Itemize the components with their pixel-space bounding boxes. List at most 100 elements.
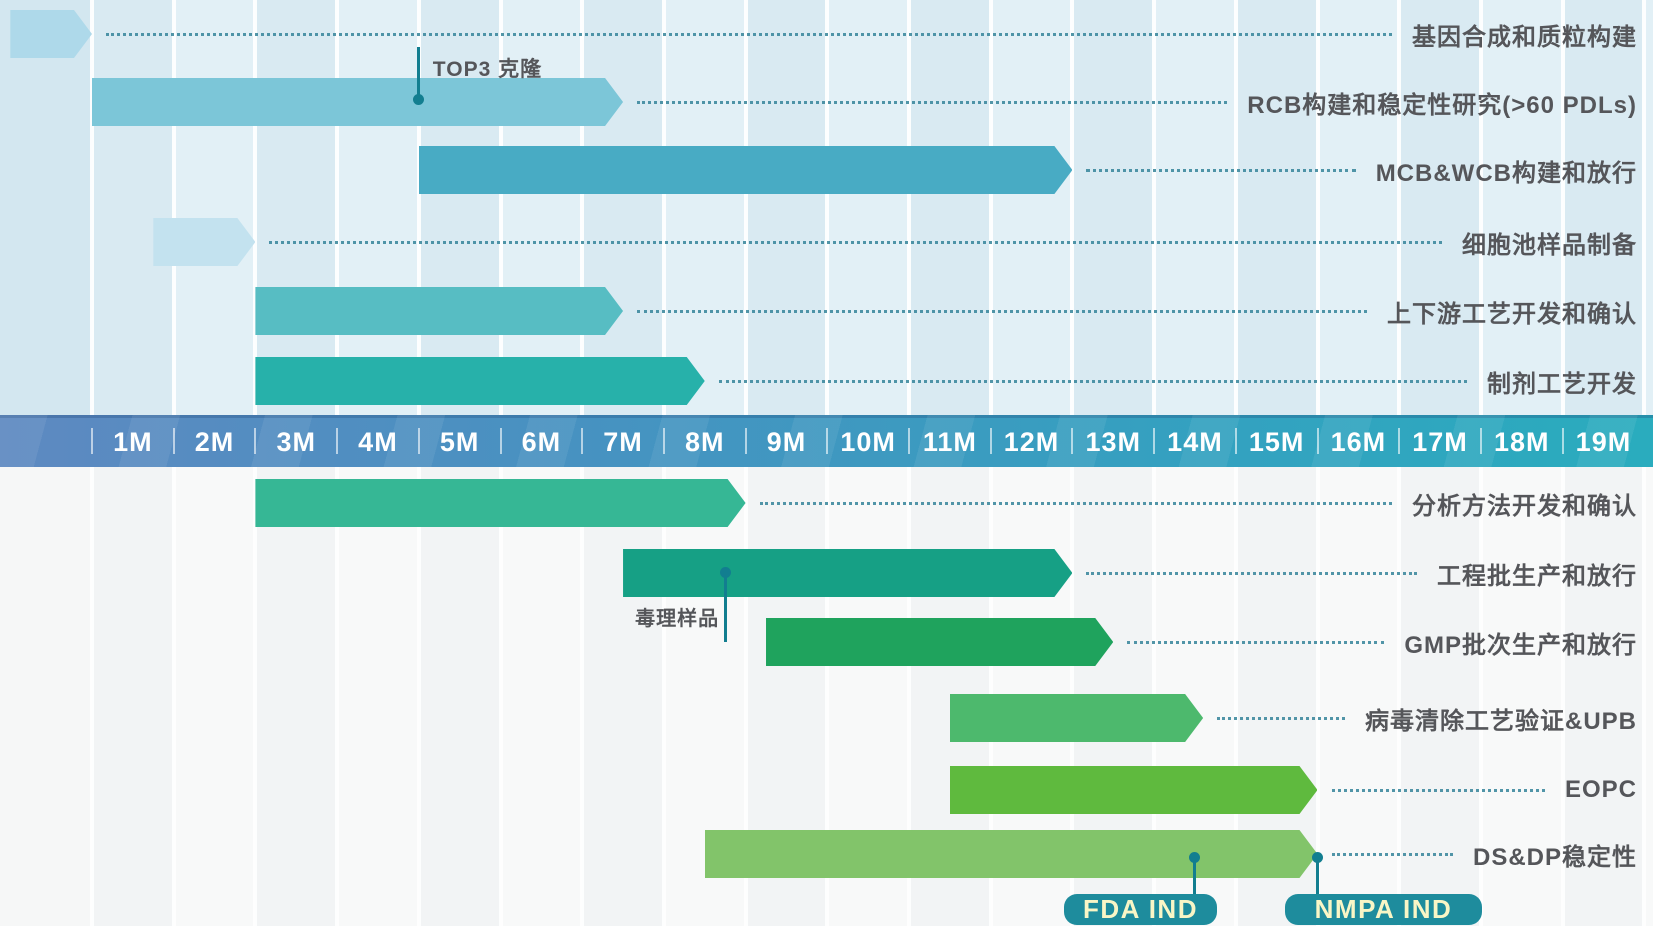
month-gridline [988, 0, 993, 415]
task-bar [705, 830, 1318, 878]
axis-tick-separator [989, 428, 992, 454]
task-leader-row: 分析方法开发和确认 [759, 479, 1637, 527]
month-cell [1644, 0, 1653, 415]
task-bar [92, 78, 623, 126]
month-cell [0, 0, 92, 415]
month-gridline [1397, 467, 1402, 926]
month-gridline [253, 0, 258, 415]
month-gridline [907, 0, 911, 415]
month-gridline [1560, 467, 1565, 926]
task-bar [766, 618, 1113, 666]
task-bar [950, 766, 1318, 814]
tox-marker-line [723, 573, 727, 642]
month-cell [1644, 467, 1653, 926]
axis-tick-separator [336, 428, 339, 454]
month-cell [1399, 467, 1481, 926]
task-bar [153, 218, 255, 266]
task-bar [255, 357, 704, 405]
task-leader-row: DS&DP稳定性 [1331, 830, 1638, 878]
fda-ind-badge: FDA IND [1064, 894, 1217, 925]
month-gridline [825, 0, 830, 415]
axis-tick-separator [172, 428, 175, 454]
milestone-line [1193, 858, 1197, 894]
month-cell [1072, 0, 1155, 415]
axis-tick-label: 15M [1248, 427, 1305, 457]
month-cell [745, 0, 828, 415]
axis-tick-label: 2M [194, 427, 235, 457]
task-bar [950, 694, 1203, 742]
month-gridline [90, 467, 94, 926]
month-gridline [1560, 0, 1565, 415]
axis-tick-label: 9M [766, 427, 807, 457]
month-cell [909, 0, 991, 415]
task-leader-row: GMP批次生产和放行 [1127, 618, 1637, 666]
task-bar [255, 287, 623, 335]
task-leader-row: 细胞池样品制备 [269, 218, 1637, 266]
month-gridline [1315, 467, 1320, 926]
month-cell [255, 467, 338, 926]
month-gridline [1397, 0, 1402, 415]
tox-marker-dot [719, 567, 731, 578]
task-bar [623, 549, 1072, 597]
upper-plot-area [0, 0, 1653, 415]
task-label: DS&DP稳定性 [1472, 843, 1637, 871]
axis-tick-label: 4M [358, 427, 398, 457]
month-gridline [743, 467, 748, 926]
month-cell [1154, 0, 1236, 415]
axis-tick-label: 18M [1493, 427, 1550, 457]
month-gridline [825, 467, 830, 926]
task-label: EOPC [1564, 776, 1637, 803]
month-cell [582, 467, 664, 926]
task-leader-row: 制剂工艺开发 [718, 357, 1637, 405]
axis-tick-separator [1561, 428, 1564, 454]
month-gridline [661, 0, 666, 415]
leader-line [106, 32, 1392, 36]
nmpa-ind-badge: NMPA IND [1285, 894, 1482, 925]
month-cell [1399, 0, 1481, 415]
month-cell [663, 0, 746, 415]
task-leader-row: 病毒清除工艺验证&UPB [1217, 694, 1637, 742]
axis-tick-separator [1153, 428, 1156, 454]
month-cell [500, 467, 583, 926]
axis-tick-label: 19M [1575, 427, 1632, 457]
month-cell [1480, 467, 1563, 926]
axis-tick-separator [499, 428, 502, 454]
axis-tick-label: 7M [603, 427, 643, 457]
month-cell [337, 0, 419, 415]
milestone-badge-label: NMPA IND [1314, 894, 1453, 924]
task-label: RCB构建和稳定性研究(>60 PDLs) [1247, 91, 1637, 119]
month-gridline [580, 0, 585, 415]
month-cell [418, 0, 501, 415]
month-cell [173, 0, 256, 415]
month-gridline [416, 467, 421, 926]
task-label: 细胞池样品制备 [1462, 231, 1637, 259]
leader-line [1217, 716, 1345, 720]
month-cell [92, 467, 174, 926]
task-label: GMP批次生产和放行 [1404, 631, 1637, 659]
month-cell [827, 0, 909, 415]
axis-tick-separator [744, 428, 747, 454]
month-gridline [1233, 0, 1238, 415]
month-gridline [1478, 467, 1483, 926]
axis-tick-label: 1M [113, 427, 153, 457]
month-cell [92, 0, 174, 415]
leader-line [1086, 168, 1356, 172]
leader-line [637, 309, 1367, 313]
axis-tick-separator [254, 428, 257, 454]
tox-annotation-label: 毒理样品 [635, 608, 720, 630]
task-leader-row: MCB&WCB构建和放行 [1086, 146, 1637, 194]
month-gridline [1642, 0, 1647, 415]
task-label: 基因合成和质粒构建 [1412, 23, 1637, 51]
month-gridline [335, 467, 340, 926]
month-gridline [335, 0, 340, 415]
month-gridline [1152, 0, 1157, 415]
milestone-dot [1312, 852, 1323, 863]
task-bar [419, 146, 1073, 194]
task-label: 病毒清除工艺验证&UPB [1364, 707, 1637, 735]
leader-line [718, 379, 1467, 383]
axis-tick-separator [826, 428, 829, 454]
month-gridline [90, 0, 94, 415]
task-bar [255, 479, 745, 527]
month-cell [990, 0, 1073, 415]
month-gridline [1478, 0, 1483, 415]
